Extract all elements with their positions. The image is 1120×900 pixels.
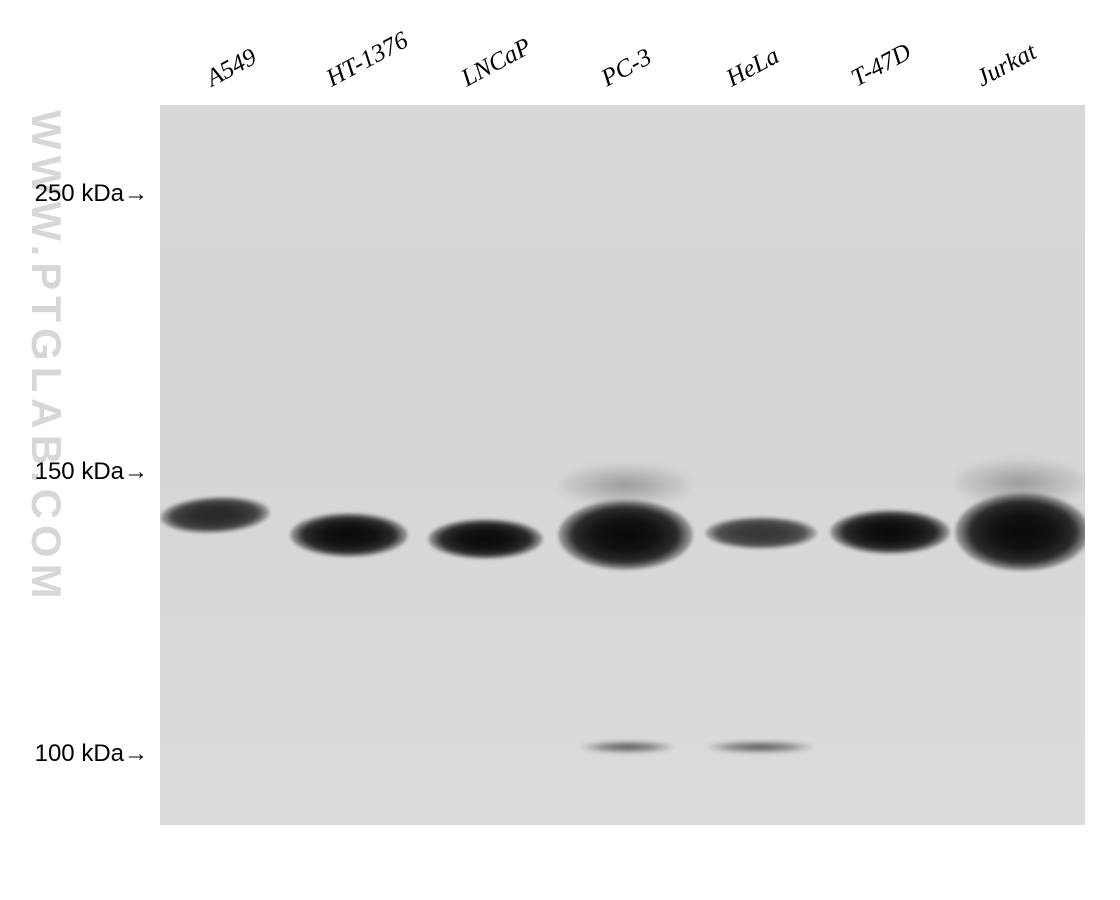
band-jurkat xyxy=(955,493,1085,571)
lane-label: Jurkat xyxy=(972,38,1042,93)
mw-marker: 100 kDa→ xyxy=(35,740,148,768)
arrow-right-icon: → xyxy=(124,180,148,207)
lane-label: PC-3 xyxy=(597,43,657,93)
mw-marker: 250 kDa→ xyxy=(35,180,148,208)
mw-marker-text: 250 kDa xyxy=(35,180,124,207)
faint-band-pc3 xyxy=(580,740,675,754)
lane-label: LNCaP xyxy=(457,33,536,93)
western-blot-figure: WWW.PTGLAB.COM A549 HT-1376 LNCaP PC-3 H… xyxy=(0,0,1120,900)
lane-label: HeLa xyxy=(722,42,784,93)
band-smear xyxy=(560,465,690,505)
band-ht1376 xyxy=(290,513,408,557)
band-t47d xyxy=(830,510,950,554)
lane-label: T-47D xyxy=(847,38,916,93)
lane-label: A549 xyxy=(202,43,262,93)
band-hela xyxy=(705,517,817,549)
lane-label: HT-1376 xyxy=(322,27,413,93)
mw-marker-text: 100 kDa xyxy=(35,740,124,767)
faint-band-hela xyxy=(705,740,815,754)
band-a549 xyxy=(160,494,271,536)
mw-marker-text: 150 kDa xyxy=(35,458,124,485)
mw-marker: 150 kDa→ xyxy=(35,458,148,486)
arrow-right-icon: → xyxy=(124,740,148,767)
band-lncap xyxy=(428,519,543,559)
lane-label-row: A549 HT-1376 LNCaP PC-3 HeLa T-47D Jurka… xyxy=(180,10,1080,90)
band-pc3 xyxy=(558,500,693,570)
blot-membrane xyxy=(160,105,1085,825)
arrow-right-icon: → xyxy=(124,458,148,485)
